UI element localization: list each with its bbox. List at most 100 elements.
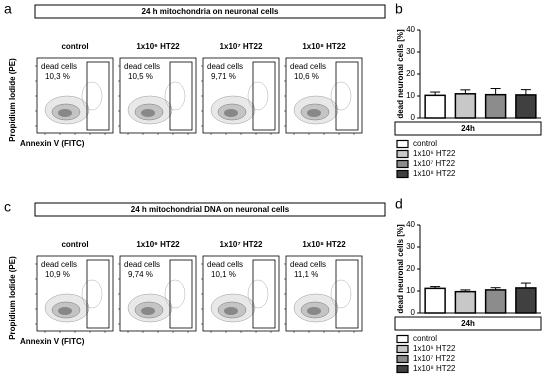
gate <box>86 259 110 329</box>
legend-label: 1x10⁶ HT22 <box>413 149 456 158</box>
group-box <box>394 316 542 331</box>
plot-label: 1x10⁷ HT22 <box>220 42 263 51</box>
x-axis-label: Annexin V (FITC) <box>20 337 85 346</box>
gate-percent: 11,1 % <box>294 270 318 279</box>
gate <box>335 259 359 329</box>
cell-cloud <box>164 81 186 111</box>
panel-letter: b <box>395 1 403 17</box>
gate-label: dead cells <box>290 260 326 269</box>
gate-label: dead cells <box>207 62 243 71</box>
gate-label: dead cells <box>124 260 160 269</box>
cell-cloud <box>247 279 269 309</box>
gate-label: dead cells <box>124 62 160 71</box>
y-axis-label: Propidium Iodide (PE) <box>8 58 17 142</box>
x-axis-label: Annexin V (FITC) <box>20 139 85 148</box>
gate-percent: 9,74 % <box>128 270 153 279</box>
bar <box>515 94 537 119</box>
plot-label: control <box>61 42 88 51</box>
legend-label: 1x10⁶ HT22 <box>413 344 456 353</box>
y-tick-label: 20 <box>406 69 415 78</box>
plot-label: 1x10⁸ HT22 <box>302 42 346 51</box>
gate <box>335 61 359 131</box>
plot-label: 1x10⁷ HT22 <box>220 240 263 249</box>
legend-swatch <box>396 354 409 364</box>
bar <box>515 287 537 314</box>
gate <box>169 61 193 131</box>
cell-cloud <box>307 109 321 117</box>
group-label: 24h <box>461 319 475 328</box>
legend-label: 1x10⁷ HT22 <box>413 354 456 363</box>
gate <box>252 259 276 329</box>
legend-label: control <box>413 139 437 148</box>
y-tick-label: 40 <box>406 25 415 34</box>
y-tick-label: 20 <box>406 264 415 273</box>
group-label: 24h <box>461 124 475 133</box>
gate <box>252 61 276 131</box>
plot-label: 1x10⁶ HT22 <box>136 42 180 51</box>
gate-percent: 10,9 % <box>45 270 70 279</box>
legend-swatch <box>396 364 409 374</box>
y-axis-label: dead neuronal cells [%] <box>396 29 405 119</box>
legend-swatch <box>396 334 409 344</box>
group-box <box>394 121 542 136</box>
panel-letter: c <box>4 199 11 215</box>
bar <box>424 287 446 314</box>
y-tick-label: 40 <box>406 220 415 229</box>
gate-percent: 10,1 % <box>211 270 236 279</box>
y-tick-label: 10 <box>406 286 415 295</box>
legend-swatch <box>396 159 409 169</box>
cell-cloud <box>58 307 72 315</box>
cell-cloud <box>141 109 155 117</box>
y-tick-label: 0 <box>411 308 416 317</box>
cell-cloud <box>58 109 72 117</box>
bar <box>454 93 477 119</box>
plot-label: control <box>61 240 88 249</box>
gate-label: dead cells <box>41 62 77 71</box>
legend-swatch <box>396 139 409 149</box>
legend-swatch <box>396 344 409 354</box>
cell-cloud <box>330 81 352 111</box>
title-box <box>34 202 386 217</box>
legend-label: 1x10⁸ HT22 <box>413 169 456 178</box>
gate-label: dead cells <box>290 62 326 71</box>
legend-label: 1x10⁸ HT22 <box>413 364 456 373</box>
cell-cloud <box>81 81 103 111</box>
legend-swatch <box>396 169 409 179</box>
gate-percent: 10,5 % <box>128 72 153 81</box>
bar <box>484 289 507 314</box>
cell-cloud <box>247 81 269 111</box>
title-box <box>34 4 386 19</box>
gate <box>86 61 110 131</box>
cell-cloud <box>307 307 321 315</box>
plot-label: 1x10⁸ HT22 <box>302 240 346 249</box>
legend-label: control <box>413 334 437 343</box>
panel-letter: a <box>4 1 12 17</box>
gate <box>169 259 193 329</box>
cell-cloud <box>81 279 103 309</box>
cell-cloud <box>164 279 186 309</box>
gate-label: dead cells <box>207 260 243 269</box>
cell-cloud <box>224 307 238 315</box>
y-axis-label: Propidium Iodide (PE) <box>8 256 17 340</box>
bar <box>424 94 446 119</box>
panel-title: 24 h mitochondrial DNA on neuronal cells <box>131 205 290 214</box>
legend-label: 1x10⁷ HT22 <box>413 159 456 168</box>
bar <box>454 290 477 314</box>
plot-label: 1x10⁶ HT22 <box>136 240 180 249</box>
gate-percent: 10,3 % <box>45 72 70 81</box>
cell-cloud <box>224 109 238 117</box>
panel-letter: d <box>395 196 403 212</box>
panel-title: 24 h mitochondria on neuronal cells <box>142 7 279 16</box>
gate-percent: 9,71 % <box>211 72 236 81</box>
gate-percent: 10,6 % <box>294 72 319 81</box>
y-axis-label: dead neuronal cells [%] <box>396 224 405 314</box>
cell-cloud <box>141 307 155 315</box>
cell-cloud <box>330 279 352 309</box>
y-tick-label: 30 <box>406 47 415 56</box>
y-tick-label: 10 <box>406 91 415 100</box>
legend-swatch <box>396 149 409 159</box>
y-tick-label: 30 <box>406 242 415 251</box>
bar <box>484 93 507 119</box>
y-tick-label: 0 <box>411 113 416 122</box>
